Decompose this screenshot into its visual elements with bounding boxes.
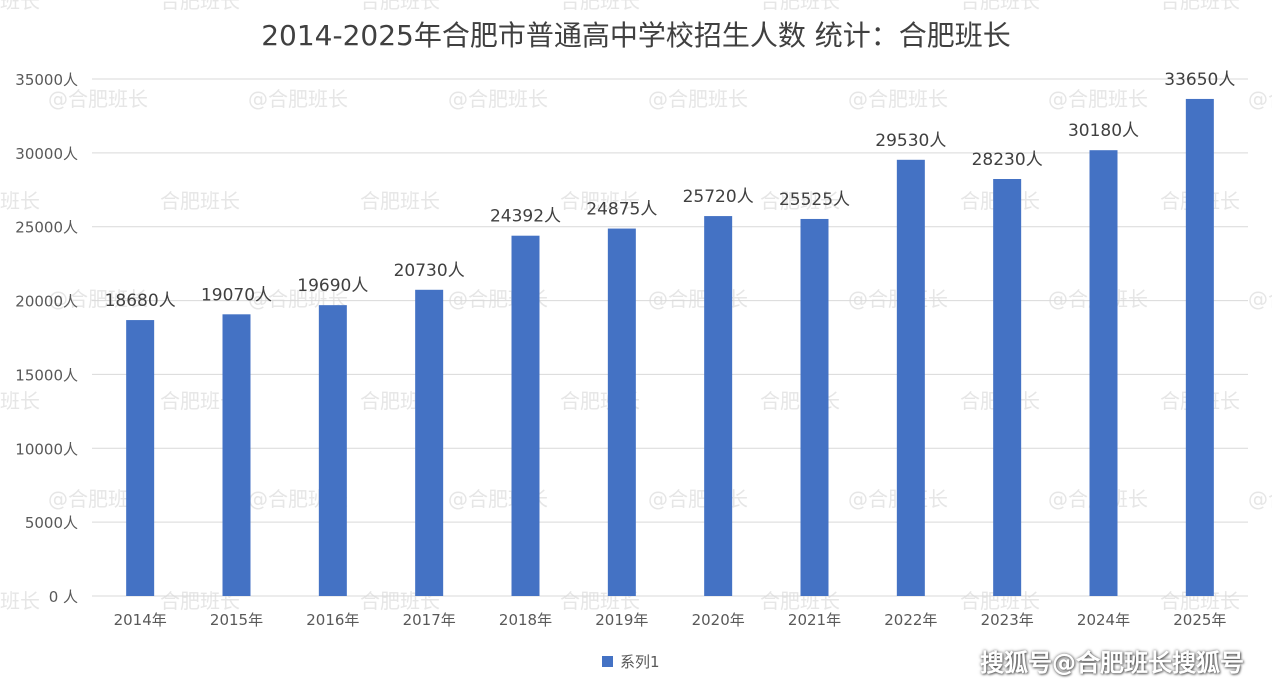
watermark-text: 合肥班长	[560, 0, 640, 13]
watermark-text: @合肥班长	[648, 287, 748, 311]
data-label: 20730人	[394, 261, 465, 281]
watermark-text: 合肥班长	[0, 189, 40, 213]
watermark-text: @合肥班长	[1248, 87, 1272, 111]
gridlines	[92, 78, 1248, 597]
watermark-text: 合肥班长	[0, 389, 40, 413]
x-tick-label: 2025年	[1173, 611, 1226, 629]
watermark-text: 合肥班长	[960, 0, 1040, 13]
data-label: 25720人	[683, 187, 754, 207]
y-tick-label: 20000人	[15, 293, 78, 311]
watermark-text: 合肥班长	[160, 0, 240, 13]
x-tick-label: 2016年	[306, 611, 359, 629]
data-label: 30180人	[1068, 121, 1139, 141]
watermark-text: @合肥班长	[648, 87, 748, 111]
y-tick-label: 5000人	[25, 514, 78, 532]
data-label: 25525人	[779, 190, 850, 210]
watermark-text: @合肥班长	[1048, 87, 1148, 111]
data-label: 28230人	[972, 150, 1043, 170]
data-label: 33650人	[1164, 70, 1235, 90]
data-label: 24392人	[490, 207, 561, 227]
x-tick-label: 2020年	[692, 611, 745, 629]
watermark-text: @合肥班长	[48, 287, 148, 311]
x-tick-label: 2022年	[884, 611, 937, 629]
x-tick-label: 2017年	[403, 611, 456, 629]
watermark-layer: 合肥班长合肥班长合肥班长合肥班长合肥班长合肥班长合肥班长@合肥班长@合肥班长@合…	[0, 0, 1272, 613]
watermark-text: @合肥班长	[648, 487, 748, 511]
watermark-text: 合肥班长	[1160, 0, 1240, 13]
data-label: 29530人	[875, 131, 946, 151]
watermark-text: @合肥班长	[1248, 287, 1272, 311]
bar	[415, 289, 444, 596]
watermark-text: @合肥班长	[848, 87, 948, 111]
y-tick-label: 0 人	[49, 588, 78, 606]
bar	[318, 305, 347, 596]
watermark-text: @合肥班长	[1248, 487, 1272, 511]
legend-swatch	[602, 656, 613, 667]
bars	[126, 98, 1214, 597]
data-labels: 18680人 19070人 19690人 20730人 24392人 24875人 2572…	[105, 70, 1236, 311]
data-label: 19690人	[297, 276, 368, 296]
bar	[993, 179, 1022, 597]
bar	[1185, 98, 1214, 596]
x-tick-label: 2014年	[114, 611, 167, 629]
y-tick-label: 15000人	[15, 366, 78, 384]
y-tick-label: 25000人	[15, 219, 78, 237]
bar	[800, 218, 829, 596]
x-tick-label: 2019年	[595, 611, 648, 629]
watermark-text: 合肥班长	[0, 589, 40, 613]
chart-title: 2014-2025年合肥市普通高中学校招生人数 统计：合肥班长	[261, 19, 1011, 52]
watermark-text: 合肥班长	[360, 0, 440, 13]
watermark-text: 合肥班长	[560, 189, 640, 213]
watermark-text: 合肥班长	[760, 0, 840, 13]
x-tick-label: 2015年	[210, 611, 263, 629]
x-tick-label: 2018年	[499, 611, 552, 629]
legend: 系列1	[602, 653, 660, 671]
axis-labels: 0 人 5000人 10000人 15000人 20000人 25000人 30000人 35…	[15, 71, 1226, 629]
data-label: 24875人	[586, 200, 657, 220]
bar	[126, 320, 155, 596]
data-label: 18680人	[105, 291, 176, 311]
x-tick-label: 2023年	[981, 611, 1034, 629]
bar	[704, 216, 733, 596]
bar	[511, 235, 540, 596]
watermark-text: @合肥班长	[448, 87, 548, 111]
x-tick-label: 2021年	[788, 611, 841, 629]
bar	[896, 159, 925, 596]
watermark-text: 合肥班长	[0, 0, 40, 13]
y-tick-label: 10000人	[15, 440, 78, 458]
y-tick-label: 30000人	[15, 145, 78, 163]
bar	[607, 228, 636, 596]
watermark-text: @合肥班长	[48, 87, 148, 111]
watermark-text: 合肥班长	[160, 189, 240, 213]
footer-brand: 搜狐号@合肥班长搜狐号	[980, 649, 1244, 677]
x-tick-label: 2024年	[1077, 611, 1130, 629]
y-tick-label: 35000人	[15, 71, 78, 89]
legend-label: 系列1	[620, 653, 660, 671]
watermark-text: 合肥班长	[360, 189, 440, 213]
watermark-text: 合肥班长	[760, 189, 840, 213]
data-label: 19070人	[201, 285, 272, 305]
bar	[222, 314, 251, 596]
bar	[1089, 150, 1118, 596]
watermark-text: @合肥班长	[248, 87, 348, 111]
